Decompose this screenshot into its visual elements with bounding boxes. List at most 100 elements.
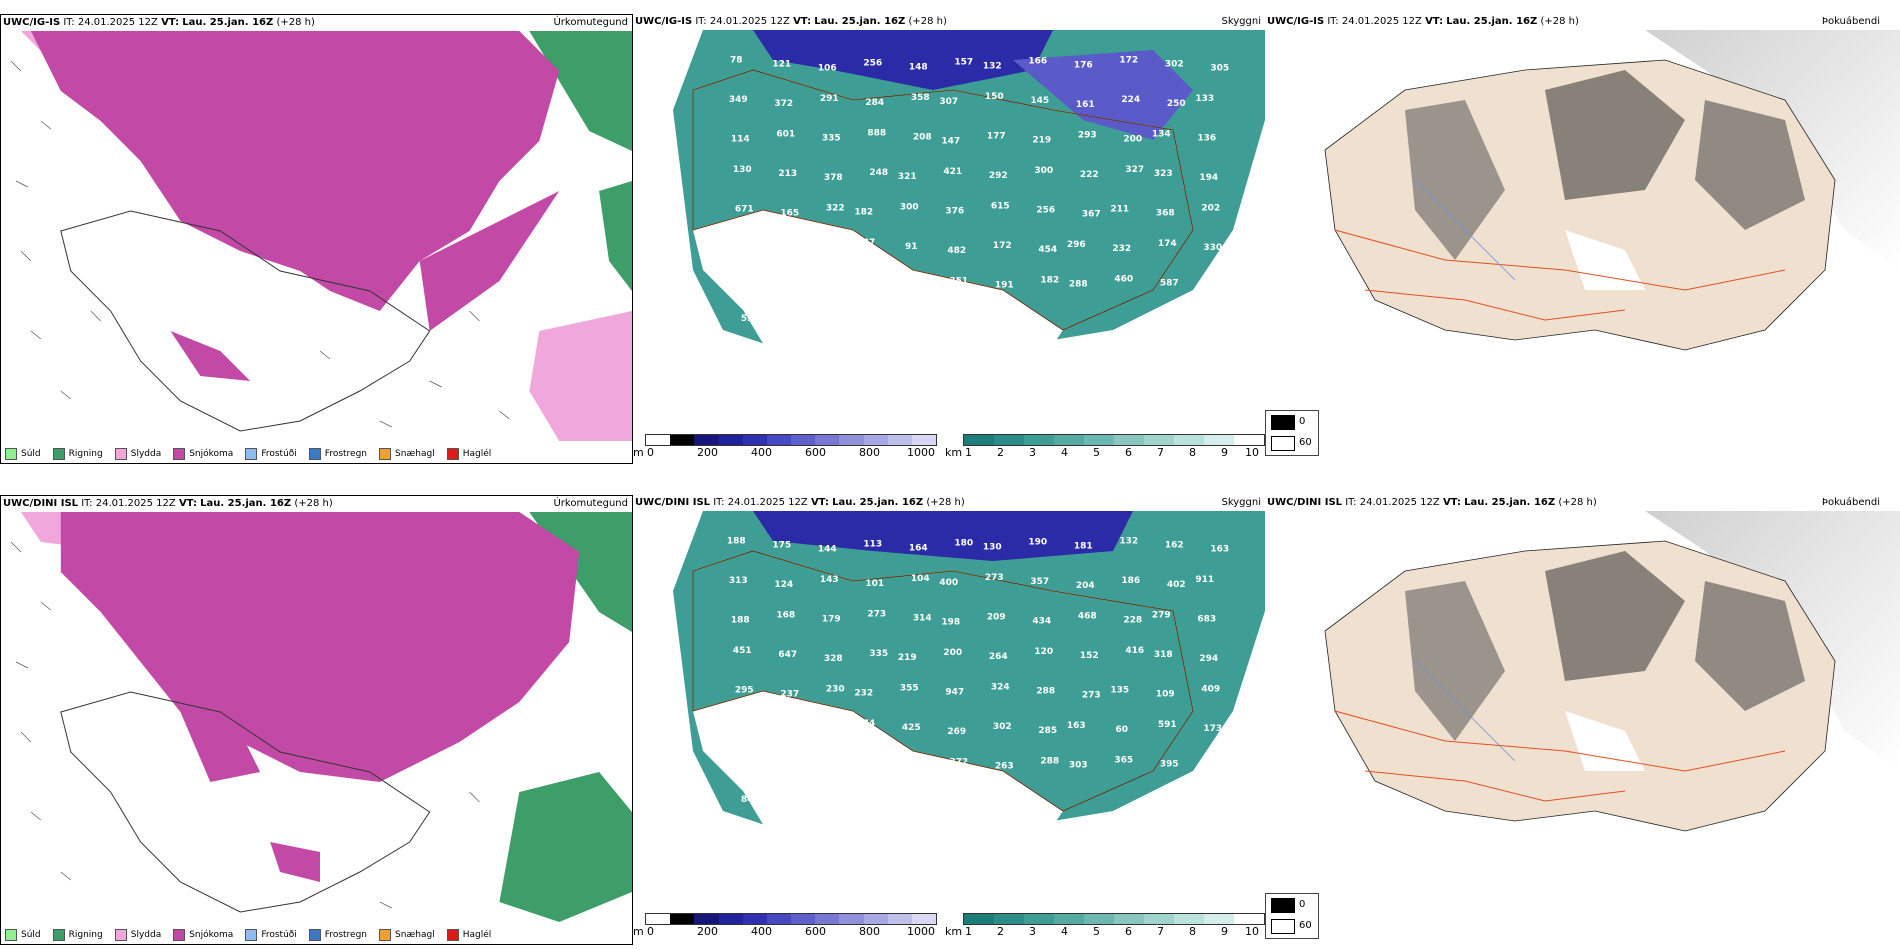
ceiling-value-label: 384 — [813, 282, 832, 292]
ceiling-value-label: 395 — [1160, 759, 1179, 769]
fog-map[interactable] — [1265, 511, 1900, 931]
legend-label: Snjókoma — [189, 449, 234, 459]
ceiling-value-label: 182 — [1040, 275, 1059, 285]
ceiling-value-label: 302 — [1165, 59, 1184, 69]
ceiling-value-label: 198 — [941, 617, 960, 627]
ceiling-value-label: 148 — [909, 62, 928, 72]
legend-swatch — [114, 929, 127, 941]
fog-legend-label: 60 — [1299, 437, 1312, 448]
ceiling-value-label: 132 — [1119, 536, 1138, 546]
ceiling-value-label: 295 — [735, 685, 754, 695]
ceiling-value-label: 355 — [900, 683, 919, 693]
ceiling-value-label: 175 — [772, 540, 791, 550]
ceiling-value-label: 274 — [856, 719, 875, 729]
vis-tick: 6 — [1125, 446, 1132, 459]
ceiling-map[interactable]: 78 121 106 256 148 157 132 166 176 172 302 305 349 37… — [633, 30, 1265, 430]
vis-tick: 5 — [1093, 925, 1100, 938]
ceiling-value-label: 263 — [995, 761, 1014, 771]
ceiling-unit: m — [633, 446, 644, 459]
legend-label: Súld — [21, 930, 41, 940]
ceiling-value-label: 330 — [1203, 243, 1222, 253]
ceiling-value-label: 230 — [826, 684, 845, 694]
ceiling-value-label: 118 — [1205, 282, 1224, 292]
ceiling-value-label: 202 — [1201, 203, 1220, 213]
ceiling-value-label: 78 — [730, 55, 743, 65]
legend-item: Snæhagl — [379, 929, 435, 941]
legend-item: Frostregn — [308, 929, 368, 941]
fog-panel-top: UWC/IG-IS IT: 24.01.2025 12Z VT: Lau. 25… — [1265, 14, 1900, 464]
legend-swatch — [245, 929, 258, 941]
ceiling-value-label: 168 — [776, 610, 795, 620]
panel-header: UWC/IG-IS IT: 24.01.2025 12Z VT: Lau. 25… — [633, 14, 1265, 30]
ceiling-value-label: 300 — [1034, 166, 1053, 176]
fog-legend-label: 60 — [1299, 920, 1312, 931]
fog-legend-top: 0 60 — [1265, 410, 1319, 456]
ceiling-tick: 200 — [697, 925, 718, 938]
legend-swatch — [52, 448, 65, 460]
ceiling-tick: 0 — [647, 925, 654, 938]
legend-label: Frostregn — [324, 930, 368, 940]
ceiling-value-label: 152 — [1080, 651, 1099, 661]
ceiling-value-label: 219 — [898, 653, 917, 663]
legend-label: Frostregn — [324, 449, 368, 459]
panel-title: Úrkomutegund — [553, 17, 628, 28]
ceiling-value-label: 124 — [774, 580, 793, 590]
ceiling-value-label: 284 — [865, 98, 884, 108]
fog-map[interactable] — [1265, 30, 1900, 450]
ceiling-value-label: 400 — [815, 313, 834, 323]
legend-swatch — [446, 448, 459, 460]
ceiling-value-label: 114 — [731, 134, 750, 144]
visibility-colorbar: km 1 2 3 4 5 6 7 8 9 10 — [945, 913, 1265, 943]
precip-map[interactable] — [1, 31, 632, 441]
legend-item: Snjókoma — [173, 448, 233, 460]
ceiling-value-label: 161 — [1076, 100, 1095, 110]
vis-tick: 10 — [1245, 925, 1259, 938]
ceiling-value-label: 163 — [1067, 721, 1086, 731]
legend-swatch — [173, 448, 186, 460]
ceiling-value-label: 232 — [854, 688, 873, 698]
ceiling-value-label: 138 — [784, 759, 803, 769]
ceiling-value-label: 150 — [985, 92, 1004, 102]
ceiling-tick: 1000 — [907, 446, 935, 459]
legend-item: Rigning — [52, 448, 103, 460]
panel-title: Skyggni — [1221, 16, 1261, 27]
ceiling-value-label: 287 — [828, 243, 847, 253]
ceiling-tick: 600 — [805, 925, 826, 938]
fog-legend-label: 0 — [1299, 899, 1306, 910]
ceiling-colorbar: m 0 200 400 600 800 1000 — [633, 913, 943, 943]
ceiling-value-label: 288 — [1069, 279, 1088, 289]
ceiling-colorbar: m 0 200 400 600 800 1000 — [633, 434, 943, 464]
ceiling-value-label: 248 — [869, 168, 888, 178]
precip-map[interactable] — [1, 512, 632, 922]
ceiling-value-label: 242 — [1205, 763, 1224, 773]
legend-swatch — [114, 448, 127, 460]
legend-label: Súld — [21, 449, 41, 459]
vis-tick: 1 — [965, 925, 972, 938]
ceiling-value-label: 279 — [1152, 610, 1171, 620]
ceiling-value-label: 588 — [858, 758, 877, 768]
ceiling-value-label: 315 — [769, 799, 788, 809]
ceiling-value-label: 164 — [909, 543, 928, 553]
ceiling-value-label: 911 — [1195, 575, 1214, 585]
ceiling-value-label: 181 — [1074, 541, 1093, 551]
vis-tick: 4 — [1061, 446, 1068, 459]
vis-tick: 7 — [1157, 925, 1164, 938]
ceiling-value-label: 269 — [947, 727, 966, 737]
ceiling-value-label: 888 — [867, 128, 886, 138]
ceiling-value-label: 163 — [1210, 544, 1229, 554]
ceiling-value-label: 378 — [824, 173, 843, 183]
ceiling-value-label: 288 — [1040, 756, 1059, 766]
ceiling-value-label: 113 — [863, 539, 882, 549]
ceiling-value-label: 157 — [954, 57, 973, 67]
ceiling-value-label: 367 — [1082, 209, 1101, 219]
ceiling-value-label: 165 — [906, 793, 925, 803]
ceiling-value-label: 136 — [1197, 133, 1216, 143]
fog-legend-label: 0 — [1299, 416, 1306, 427]
ceiling-panel-bottom: UWC/DINI ISL IT: 24.01.2025 12Z VT: Lau.… — [633, 495, 1265, 950]
legend-item: Frostúði — [245, 448, 297, 460]
ceiling-value-label: 335 — [869, 649, 888, 659]
ceiling-value-label: 357 — [1030, 577, 1049, 587]
ceiling-value-label: 376 — [945, 206, 964, 216]
ceiling-map[interactable]: 188 175 144 113 164 180 130 190 181 132 162 163 313 1… — [633, 511, 1265, 911]
ceiling-value-label: 179 — [822, 614, 841, 624]
